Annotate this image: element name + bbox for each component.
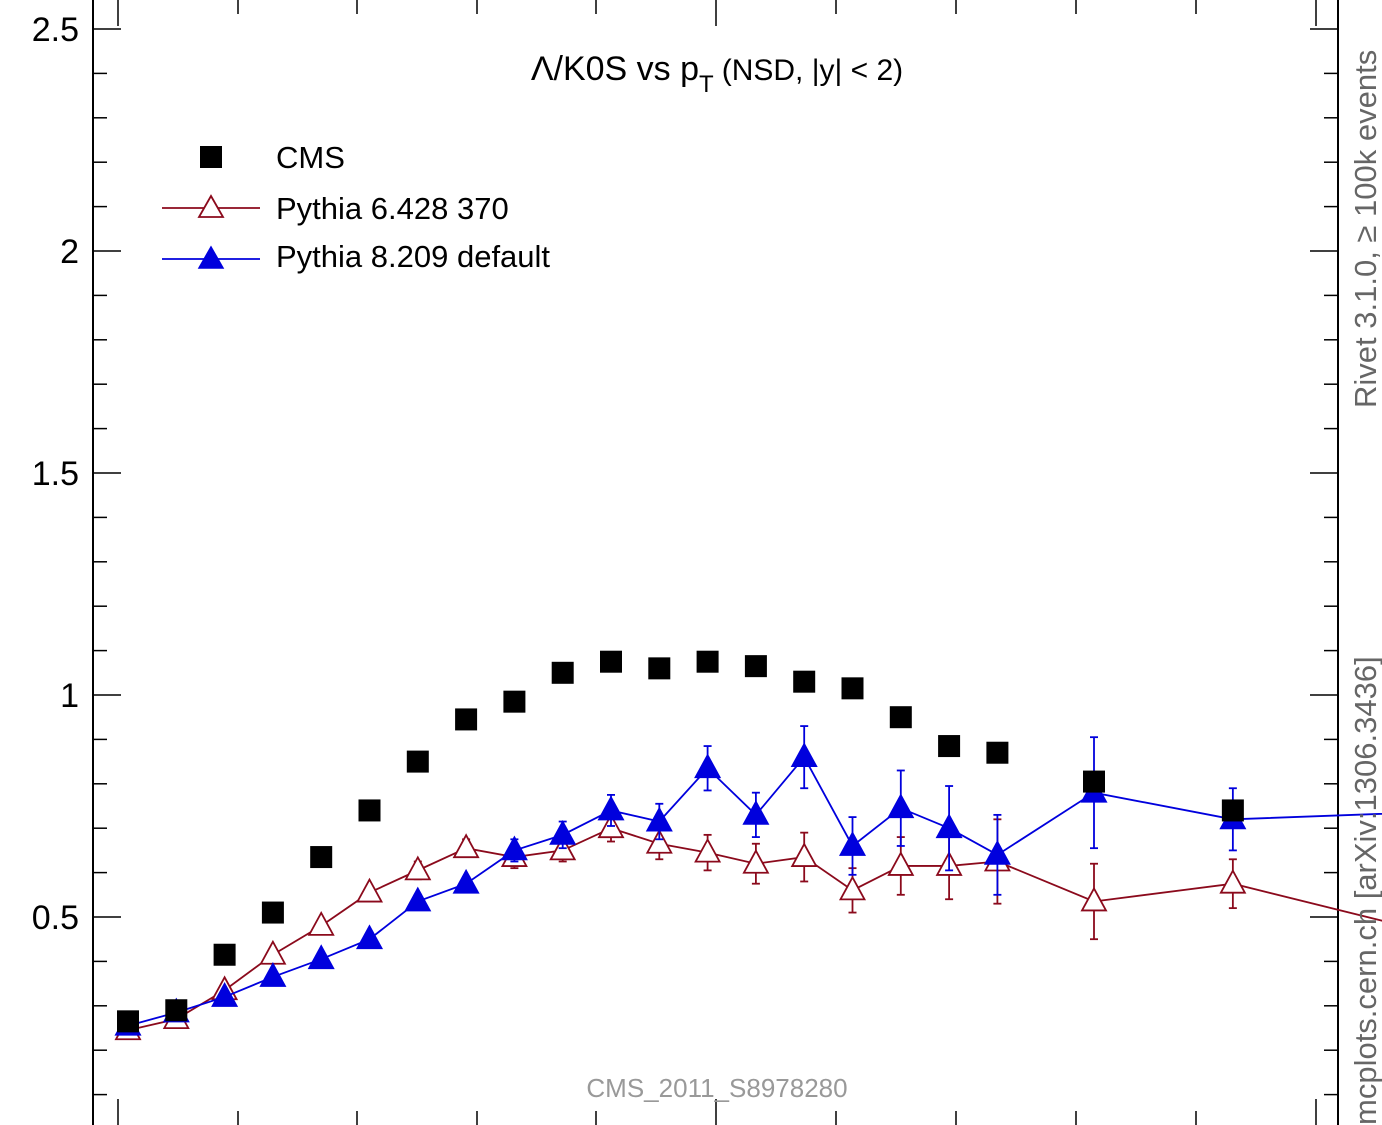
data-point bbox=[645, 828, 673, 854]
data-point bbox=[935, 813, 963, 839]
data-point bbox=[549, 819, 577, 845]
data-point bbox=[694, 837, 722, 863]
data-point bbox=[793, 670, 816, 693]
chart-title-main: Λ/K0S vs p bbox=[531, 50, 699, 88]
data-point bbox=[455, 708, 478, 731]
series-2 bbox=[114, 725, 1382, 1036]
data-point bbox=[117, 1010, 139, 1033]
chart-title: Λ/K0S vs pT (NSD, |y| < 2) bbox=[531, 50, 903, 98]
data-point bbox=[838, 831, 867, 856]
data-point bbox=[355, 877, 384, 903]
legend-marker-pythia8 bbox=[197, 245, 225, 269]
data-point bbox=[452, 868, 480, 894]
data-point bbox=[1080, 886, 1108, 912]
legend: CMS Pythia 6.428 370 Pythia 8.209 defaul… bbox=[162, 140, 550, 274]
data-point bbox=[838, 875, 867, 901]
y-tick-label: 1 bbox=[60, 677, 79, 715]
data-point bbox=[983, 839, 1011, 865]
y-tick-label: 2.5 bbox=[32, 11, 79, 49]
data-point bbox=[648, 657, 671, 680]
legend-label-pythia8: Pythia 8.209 default bbox=[276, 239, 550, 274]
data-point bbox=[742, 848, 770, 874]
data-point bbox=[259, 939, 287, 965]
chart-title-suffix: (NSD, |y| < 2) bbox=[722, 54, 903, 87]
data-point bbox=[742, 800, 770, 825]
chart-title-subscript: T bbox=[699, 71, 714, 98]
data-point bbox=[938, 735, 961, 758]
data-point bbox=[406, 750, 429, 773]
data-point bbox=[645, 806, 673, 832]
data-point bbox=[696, 650, 719, 673]
data-point bbox=[307, 911, 335, 936]
source-side-label: mcplots.cern.ch [arXiv:1306.3436] bbox=[1348, 656, 1382, 1125]
legend-marker-pythia6 bbox=[197, 194, 225, 218]
plot-frame bbox=[92, 0, 1339, 1125]
rivet-side-label: Rivet 3.1.0, ≥ 100k events bbox=[1348, 50, 1382, 408]
series-1 bbox=[114, 813, 1382, 1041]
data-point bbox=[790, 742, 818, 768]
data-point bbox=[744, 655, 767, 678]
data-point bbox=[1219, 868, 1247, 894]
y-tick-label: 1.5 bbox=[32, 455, 79, 493]
data-point bbox=[261, 901, 284, 924]
data-point bbox=[841, 677, 864, 700]
data-point bbox=[1221, 799, 1244, 822]
legend-label-cms: CMS bbox=[276, 140, 345, 175]
x-axis-ticks bbox=[117, 0, 1317, 1125]
data-point bbox=[307, 944, 335, 970]
data-point bbox=[500, 835, 528, 861]
data-point bbox=[887, 793, 915, 819]
data-point bbox=[887, 851, 915, 876]
data-point bbox=[790, 842, 818, 867]
data-point bbox=[986, 741, 1009, 764]
data-point bbox=[404, 855, 432, 881]
data-point bbox=[404, 886, 432, 912]
data-point bbox=[355, 924, 384, 950]
data-point bbox=[310, 846, 333, 869]
series-0 bbox=[117, 650, 1244, 1033]
data-point bbox=[358, 799, 381, 822]
data-point bbox=[213, 943, 236, 966]
data-point bbox=[503, 690, 526, 713]
data-point bbox=[694, 753, 722, 779]
data-point bbox=[600, 650, 622, 673]
data-point bbox=[165, 999, 188, 1022]
data-point bbox=[551, 661, 574, 684]
data-point bbox=[1083, 770, 1105, 793]
data-point bbox=[889, 706, 912, 729]
data-point bbox=[597, 795, 625, 821]
y-tick-label: 0.5 bbox=[32, 899, 79, 937]
data-point bbox=[452, 833, 480, 859]
y-tick-label: 2 bbox=[60, 233, 79, 271]
analysis-watermark: CMS_2011_S8978280 bbox=[586, 1073, 847, 1103]
data-point bbox=[259, 962, 287, 987]
data-point bbox=[211, 982, 239, 1007]
y-axis-ticks: 0.5 1 1.5 2 2.5 bbox=[32, 11, 1338, 1096]
legend-marker-cms bbox=[200, 146, 222, 168]
legend-label-pythia6: Pythia 6.428 370 bbox=[276, 191, 509, 226]
series-layer bbox=[114, 650, 1382, 1041]
